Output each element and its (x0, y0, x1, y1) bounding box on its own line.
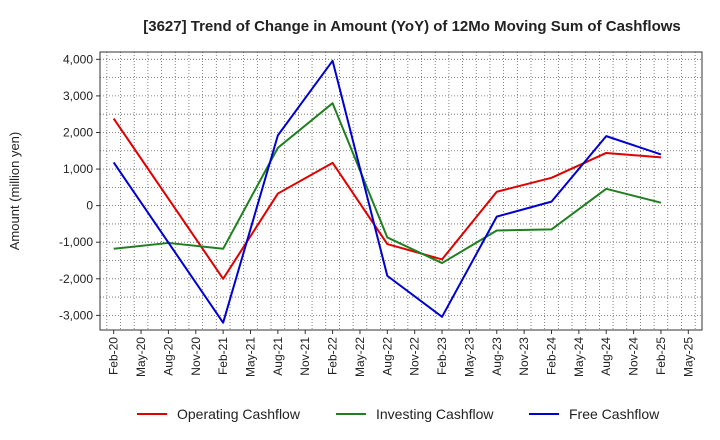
legend-label: Investing Cashflow (376, 406, 494, 422)
x-tick-label: Aug-23 (490, 337, 504, 376)
legend-label: Operating Cashflow (177, 406, 301, 422)
chart-title: [3627] Trend of Change in Amount (YoY) o… (143, 18, 681, 35)
x-axis-ticks: Feb-20 May-20 Aug-20 Nov-20 Feb-21 May-21 Aug-… (107, 330, 695, 377)
series-lines (112, 59, 662, 324)
y-tick-label: 0 (86, 199, 93, 213)
x-tick-label: Nov-23 (517, 337, 531, 376)
legend: Operating Cashflow Investing Cashflow Free… (137, 406, 660, 422)
x-tick-label: May-24 (572, 337, 586, 377)
legend-label: Free Cashflow (569, 406, 660, 422)
x-tick-label: Aug-20 (161, 337, 175, 376)
y-tick-label: -1,000 (59, 235, 93, 249)
x-tick-label: May-20 (134, 337, 148, 377)
x-tick-label: Feb-21 (216, 337, 230, 375)
y-axis-label: Amount (million yen) (7, 132, 22, 251)
x-tick-label: Aug-21 (271, 337, 285, 376)
grid (100, 52, 702, 330)
x-tick-label: Feb-24 (545, 337, 559, 375)
x-tick-label: Feb-20 (107, 337, 121, 375)
x-tick-label: Feb-23 (435, 337, 449, 375)
x-tick-label: Feb-22 (326, 337, 340, 375)
x-tick-label: Nov-20 (189, 337, 203, 376)
x-tick-label: Nov-21 (298, 337, 312, 376)
x-tick-label: Feb-25 (654, 337, 668, 375)
x-tick-label: Aug-22 (380, 337, 394, 376)
y-tick-label: 2,000 (63, 125, 93, 139)
series-line-operating-cashflow (112, 118, 662, 280)
y-axis-ticks: 4,000 3,000 2,000 1,000 0 -1,000 -2,000 -3,000 (59, 52, 100, 322)
x-tick-label: May-21 (244, 337, 258, 377)
y-tick-label: 1,000 (63, 162, 93, 176)
series-line-free-cashflow (112, 59, 662, 324)
x-tick-label: Nov-24 (627, 337, 641, 376)
x-tick-label: May-23 (462, 337, 476, 377)
series-line-investing-cashflow (113, 102, 662, 265)
x-tick-label: Aug-24 (599, 337, 613, 376)
y-tick-label: 4,000 (63, 52, 93, 66)
plot-area-frame (99, 51, 703, 331)
y-tick-label: -3,000 (59, 308, 93, 322)
x-tick-label: May-25 (681, 337, 695, 377)
x-tick-label: Nov-22 (408, 337, 422, 376)
y-tick-label: -2,000 (59, 272, 93, 286)
x-tick-label: May-22 (353, 337, 367, 377)
y-tick-label: 3,000 (63, 89, 93, 103)
